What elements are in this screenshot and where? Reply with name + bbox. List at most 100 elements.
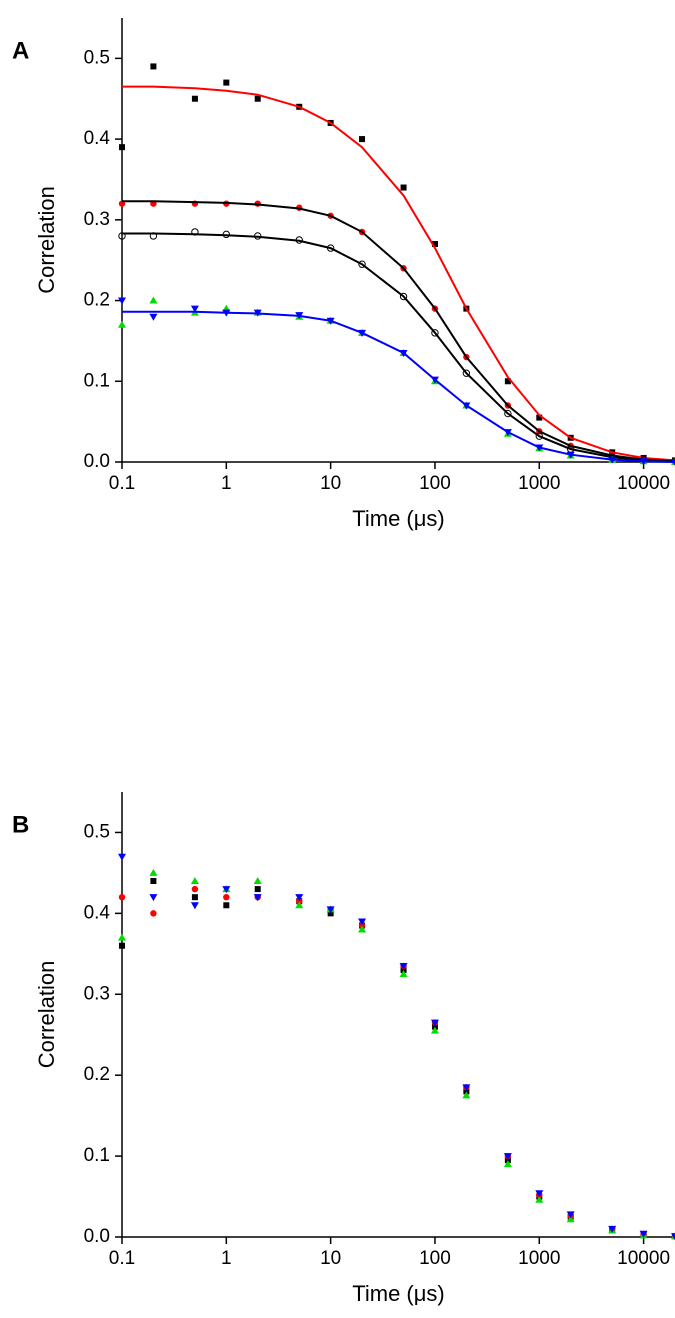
point — [191, 894, 198, 901]
point — [119, 942, 125, 949]
y-tick-label: 0.1 — [84, 1145, 110, 1166]
x-tick-label: 1 — [221, 473, 232, 494]
point — [223, 79, 230, 86]
point — [327, 910, 334, 917]
point — [253, 894, 262, 902]
point — [118, 853, 126, 861]
point — [399, 292, 408, 301]
point — [223, 902, 230, 909]
y-tick-label: 0.4 — [84, 902, 111, 923]
x-tick-label: 10 — [320, 473, 341, 494]
x-tick-label: 10000 — [617, 1248, 670, 1269]
x-tick-label: 1000 — [518, 1248, 560, 1269]
y-axis-title: Correlation — [34, 961, 59, 1069]
point — [639, 1230, 648, 1238]
point — [566, 1211, 575, 1219]
point — [462, 1091, 471, 1099]
point — [358, 260, 366, 268]
point — [358, 925, 367, 933]
point — [431, 1023, 438, 1030]
point — [118, 893, 126, 901]
x-tick-label: 100 — [419, 1248, 451, 1269]
point — [430, 1026, 439, 1034]
y-tick-label: 0.3 — [84, 209, 110, 230]
y-tick-label: 0.4 — [84, 128, 111, 149]
point — [190, 902, 199, 910]
point — [149, 894, 158, 902]
point — [671, 1233, 675, 1241]
point — [295, 901, 304, 909]
point — [296, 898, 303, 905]
point — [400, 184, 407, 191]
point — [400, 967, 407, 973]
x-axis-title: Time (μs) — [352, 1281, 445, 1306]
point — [149, 868, 158, 876]
point — [326, 906, 335, 914]
point — [191, 885, 199, 893]
fit-line — [122, 85, 675, 462]
point — [504, 378, 511, 385]
point — [462, 369, 471, 377]
point — [535, 1190, 544, 1198]
point — [358, 922, 366, 929]
panel-label: A — [12, 37, 29, 64]
fit-line — [122, 200, 675, 463]
point — [535, 1195, 544, 1203]
point — [358, 918, 367, 926]
point — [118, 297, 126, 305]
point — [503, 1153, 512, 1161]
fit-line — [122, 310, 675, 463]
y-tick-label: 0.3 — [84, 983, 110, 1004]
point — [566, 1215, 575, 1223]
point — [295, 894, 304, 902]
x-tick-label: 0.1 — [109, 1248, 135, 1269]
point — [504, 409, 512, 418]
panel-label: B — [12, 811, 29, 838]
y-tick-label: 0.0 — [84, 1226, 110, 1247]
point — [254, 95, 261, 102]
point — [504, 1157, 511, 1164]
point — [191, 95, 198, 102]
y-tick-label: 0.1 — [84, 370, 110, 391]
point — [608, 1225, 617, 1233]
point — [222, 886, 231, 894]
fit-line — [122, 232, 675, 463]
y-tick-label: 0.2 — [84, 1064, 110, 1085]
point — [399, 962, 408, 970]
point — [150, 910, 157, 917]
point — [359, 136, 366, 143]
point — [118, 320, 126, 328]
y-axis-title: Correlation — [34, 186, 59, 294]
point — [190, 305, 199, 313]
point — [118, 933, 126, 941]
point — [223, 893, 230, 901]
y-tick-label: 0.5 — [84, 47, 110, 68]
point — [536, 414, 543, 421]
point — [399, 970, 408, 978]
point — [149, 296, 158, 304]
point — [535, 432, 543, 440]
point — [190, 877, 199, 884]
y-tick-label: 0.2 — [84, 290, 110, 311]
x-axis-title: Time (μs) — [352, 506, 445, 531]
point — [119, 144, 125, 151]
x-tick-label: 10000 — [617, 473, 670, 494]
point — [431, 241, 438, 248]
point — [149, 313, 158, 321]
x-tick-label: 0.1 — [109, 473, 135, 494]
x-tick-label: 1 — [221, 1248, 232, 1269]
point — [253, 877, 262, 884]
x-tick-label: 1000 — [518, 473, 560, 494]
point — [463, 1088, 470, 1095]
x-tick-label: 10 — [320, 1248, 341, 1269]
point — [431, 329, 439, 337]
point — [462, 1084, 471, 1092]
point — [503, 1160, 512, 1168]
x-tick-label: 100 — [419, 473, 451, 494]
point — [430, 1019, 439, 1027]
y-tick-label: 0.0 — [84, 451, 110, 472]
y-tick-label: 0.5 — [84, 821, 110, 842]
point — [150, 63, 157, 70]
point — [150, 878, 157, 884]
